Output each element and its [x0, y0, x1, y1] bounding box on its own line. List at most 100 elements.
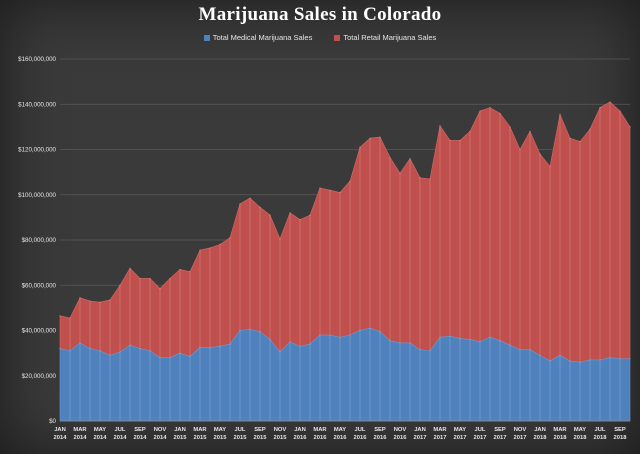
y-tick-label: $160,000,000: [18, 56, 56, 63]
x-tick-label-month: NOV: [394, 427, 407, 433]
x-tick-label-year: 2018: [614, 435, 628, 441]
retail-point: [129, 267, 131, 269]
x-tick-label-month: MAY: [94, 427, 106, 433]
x-tick-label-month: NOV: [154, 427, 167, 433]
retail-point: [279, 238, 281, 240]
x-tick-label-year: 2017: [474, 435, 487, 441]
medical-point: [479, 341, 481, 343]
legend-swatch-medical: [203, 34, 210, 41]
medical-point: [359, 329, 361, 332]
medical-point: [239, 329, 241, 332]
x-tick-label-year: 2015: [214, 435, 228, 441]
x-tick-label-year: 2018: [534, 435, 548, 441]
retail-point: [259, 206, 261, 208]
x-tick-label-year: 2016: [314, 435, 328, 441]
retail-point: [79, 297, 81, 299]
chart-title: Marijuana Sales in Colorado: [198, 4, 442, 25]
x-tick-label-year: 2017: [434, 435, 447, 441]
retail-point: [69, 317, 71, 319]
x-tick-label-year: 2014: [114, 435, 128, 441]
medical-point: [99, 350, 101, 352]
medical-point: [469, 338, 471, 341]
x-tick-label-year: 2018: [574, 435, 588, 441]
medical-point: [569, 360, 571, 362]
medical-point: [509, 344, 511, 346]
x-tick-label-year: 2014: [94, 435, 108, 441]
medical-point: [69, 350, 71, 352]
medical-point: [309, 343, 311, 345]
x-tick-label-year: 2015: [234, 435, 248, 441]
retail-point: [199, 249, 201, 251]
x-tick-label-year: 2014: [74, 435, 88, 441]
x-tick-label-year: 2016: [394, 435, 408, 441]
retail-point: [149, 277, 151, 280]
y-tick-label: $140,000,000: [18, 101, 56, 108]
medical-point: [619, 358, 621, 360]
medical-point: [399, 342, 401, 344]
medical-point: [319, 334, 321, 336]
medical-point: [129, 344, 131, 346]
retail-point: [229, 237, 231, 239]
medical-point: [259, 331, 261, 333]
retail-point: [139, 277, 141, 280]
legend-label-medical: Total Medical Marijuana Sales: [212, 33, 313, 42]
medical-point: [419, 349, 421, 351]
retail-point: [219, 243, 221, 246]
medical-point: [299, 345, 301, 347]
x-tick-label-month: JUL: [355, 427, 366, 433]
medical-point: [339, 336, 341, 338]
retail-point: [519, 148, 521, 151]
y-tick-label: $120,000,000: [18, 147, 56, 154]
x-tick-label-year: 2014: [54, 435, 68, 441]
retail-point: [529, 130, 531, 132]
retail-point: [569, 137, 571, 139]
medical-point: [219, 345, 221, 347]
retail-point: [329, 189, 331, 191]
medical-point: [279, 351, 281, 353]
medical-point: [189, 355, 191, 358]
x-tick-label-month: JAN: [174, 427, 186, 433]
medical-point: [549, 360, 551, 362]
retail-point: [169, 277, 171, 280]
x-tick-label-month: JUL: [595, 427, 606, 433]
medical-point: [59, 348, 61, 350]
retail-point: [209, 247, 211, 249]
medical-point: [159, 357, 161, 359]
x-tick-label-month: JAN: [294, 427, 306, 433]
medical-point: [529, 349, 531, 351]
retail-point: [489, 107, 491, 109]
x-tick-label-year: 2017: [514, 435, 527, 441]
retail-point: [159, 288, 161, 290]
retail-point: [619, 110, 621, 112]
medical-point: [269, 338, 271, 341]
retail-point: [439, 125, 441, 127]
x-tick-label-year: 2018: [594, 435, 608, 441]
legend-swatch-retail: [334, 34, 341, 41]
x-tick-label-year: 2014: [154, 435, 168, 441]
x-tick-label-year: 2016: [374, 435, 388, 441]
x-tick-label-year: 2015: [274, 435, 288, 441]
retail-point: [449, 139, 451, 142]
x-tick-label-month: SEP: [254, 427, 266, 433]
medical-point: [249, 328, 251, 330]
series-area-retail: [59, 101, 631, 363]
retail-point: [509, 126, 511, 128]
medical-point: [599, 359, 601, 361]
x-tick-label-year: 2015: [194, 435, 208, 441]
y-tick-label: $20,000,000: [22, 373, 57, 380]
retail-point: [89, 300, 91, 302]
medical-point: [439, 336, 441, 338]
x-tick-label-month: JAN: [414, 427, 426, 433]
x-tick-label-month: SEP: [134, 427, 146, 433]
medical-point: [559, 354, 561, 356]
x-tick-label-month: NOV: [514, 427, 527, 433]
x-tick-label-month: JAN: [54, 427, 66, 433]
medical-point: [539, 354, 541, 356]
y-tick-label: $100,000,000: [18, 192, 56, 199]
retail-point: [379, 136, 381, 138]
retail-point: [319, 187, 321, 189]
retail-point: [289, 212, 291, 214]
retail-point: [399, 172, 401, 174]
